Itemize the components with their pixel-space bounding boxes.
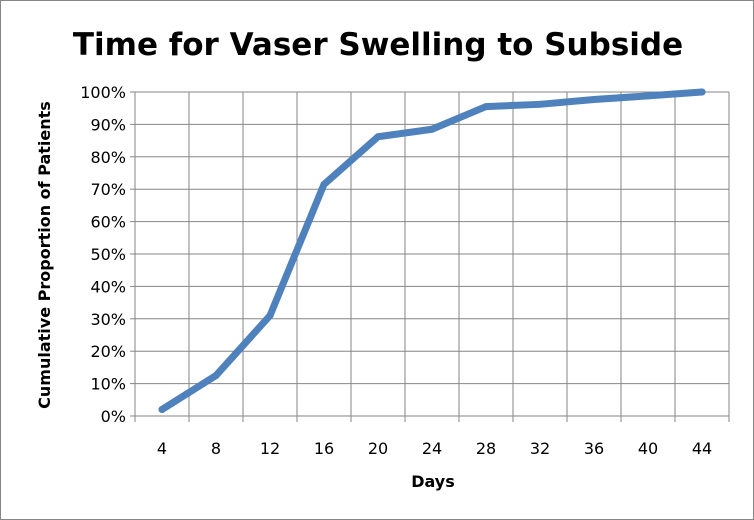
y-tick-label: 30% — [90, 310, 126, 329]
series-layer — [158, 88, 706, 414]
y-tick-label: 70% — [90, 180, 126, 199]
x-tick-label: 36 — [584, 439, 604, 458]
x-tick-label: 4 — [157, 439, 167, 458]
x-axis-title: Days — [411, 472, 455, 491]
x-tick-label: 12 — [260, 439, 280, 458]
data-point — [212, 372, 220, 379]
data-point — [644, 92, 652, 100]
x-tick-label: 40 — [638, 439, 658, 458]
x-axis-tick-labels: 4 8 12 16 20 24 28 32 36 40 44 — [157, 439, 712, 458]
data-point — [266, 312, 274, 320]
y-tick-label: 60% — [90, 213, 126, 232]
data-point — [536, 100, 544, 108]
x-tick-label: 24 — [422, 439, 442, 458]
x-tick-label: 8 — [211, 439, 221, 458]
y-tick-label: 20% — [90, 342, 126, 361]
y-tick-label: 10% — [90, 375, 126, 394]
x-tick-label: 44 — [692, 439, 712, 458]
y-tick-label: 80% — [90, 148, 126, 167]
y-tick-label: 50% — [90, 245, 126, 264]
y-tick-label: 90% — [90, 115, 126, 134]
data-point — [698, 88, 706, 96]
y-axis-tick-labels: 0% 10% 20% 30% 40% 50% 60% 70% 80% 90% 100% — [80, 83, 126, 426]
x-tick-label: 20 — [368, 439, 388, 458]
data-point — [428, 125, 436, 133]
data-point — [320, 180, 328, 188]
data-point — [158, 406, 166, 414]
y-tick-label: 40% — [90, 277, 126, 296]
y-axis-title: Cumulative Proportion of Patients — [35, 101, 54, 409]
grid-lines — [135, 91, 730, 422]
y-tick-label: 0% — [101, 407, 126, 426]
axes — [130, 91, 729, 422]
data-point — [374, 133, 382, 141]
x-tick-label: 28 — [476, 439, 496, 458]
y-tick-label: 100% — [80, 83, 126, 102]
data-point — [482, 103, 490, 111]
x-tick-label: 32 — [530, 439, 550, 458]
chart-title: Time for Vaser Swelling to Subside — [73, 27, 683, 63]
data-point — [590, 95, 598, 103]
x-tick-label: 16 — [314, 439, 334, 458]
